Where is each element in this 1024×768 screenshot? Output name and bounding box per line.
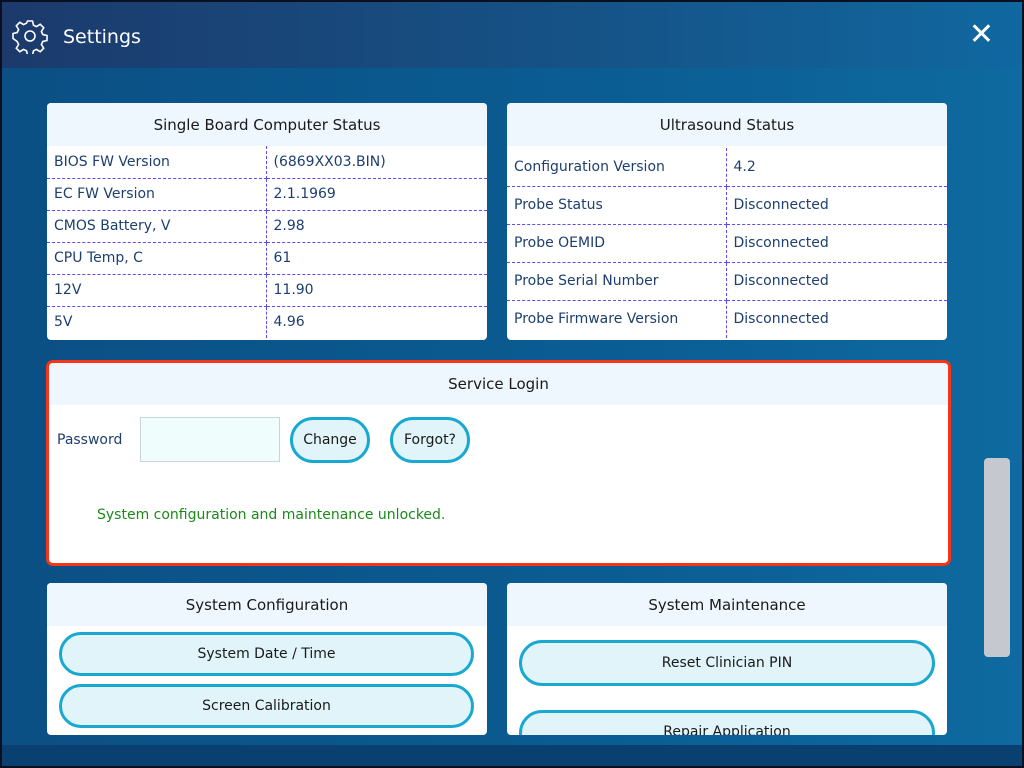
table-row: Probe Firmware Version Disconnected [507, 300, 947, 338]
card-title: System Maintenance [507, 583, 947, 626]
row-value: Disconnected [733, 311, 829, 328]
card-title: Ultrasound Status [507, 103, 947, 146]
system-maintenance-card: System Maintenance Reset Clinician PIN R… [507, 583, 947, 735]
table-row: Configuration Version 4.2 [507, 148, 947, 187]
row-value: 2.1.1969 [266, 178, 487, 211]
ultrasound-status-table: Configuration Version 4.2 Probe Status Disc… [507, 148, 947, 338]
bottom-band [2, 745, 1022, 766]
row-label: Probe Serial Number [507, 262, 727, 301]
row-label: EC FW Version [47, 178, 267, 211]
sbc-status-card: Single Board Computer Status BIOS FW Ver… [47, 103, 487, 340]
ultrasound-status-card: Ultrasound Status Configuration Version 4… [507, 103, 947, 340]
table-row: 12V 11.90 [47, 274, 487, 307]
row-value: 61 [266, 242, 487, 275]
row-value: 2.98 [266, 210, 487, 243]
scrollbar-thumb[interactable] [984, 458, 1010, 657]
password-input[interactable] [140, 417, 280, 462]
row-label: Probe OEMID [507, 224, 727, 263]
table-row: Probe Serial Number Disconnected [507, 262, 947, 301]
header-bar: Settings ✕ [2, 2, 1022, 68]
row-value: 11.90 [266, 274, 487, 307]
system-configuration-card: System Configuration System Date / Time … [47, 583, 487, 735]
table-row: Probe Status Disconnected [507, 186, 947, 225]
table-row: 5V 4.96 [47, 306, 487, 338]
system-date-time-button[interactable]: System Date / Time [59, 632, 474, 676]
row-value: 4.2 [726, 148, 947, 187]
service-login-card: Service Login Password Change Forgot? Sy… [46, 360, 951, 566]
row-label: CMOS Battery, V [47, 210, 267, 243]
page-title: Settings [63, 26, 141, 48]
row-label: 5V [47, 306, 267, 338]
row-label: Probe Status [507, 186, 727, 225]
table-row: EC FW Version 2.1.1969 [47, 178, 487, 211]
card-title: System Configuration [47, 583, 487, 626]
row-label: CPU Temp, C [47, 242, 267, 275]
table-row: Probe OEMID Disconnected [507, 224, 947, 263]
screen-calibration-button[interactable]: Screen Calibration [59, 684, 474, 728]
password-label: Password [57, 432, 123, 448]
table-row: CMOS Battery, V 2.98 [47, 210, 487, 243]
table-row: CPU Temp, C 61 [47, 242, 487, 275]
row-label: BIOS FW Version [47, 146, 267, 179]
row-label: 12V [47, 274, 267, 307]
row-value: Disconnected [726, 224, 947, 263]
table-row: BIOS FW Version (6869XX03.BIN) [47, 146, 487, 179]
reset-clinician-pin-button[interactable]: Reset Clinician PIN [519, 640, 935, 686]
gear-icon [12, 20, 48, 54]
login-status-message: System configuration and maintenance unl… [97, 507, 446, 523]
row-label: Probe Firmware Version [507, 300, 727, 338]
repair-application-button[interactable]: Repair Application [519, 710, 935, 735]
change-button[interactable]: Change [290, 417, 370, 463]
sbc-status-table: BIOS FW Version (6869XX03.BIN) EC FW Versi… [47, 146, 487, 338]
row-value: Disconnected [726, 262, 947, 301]
row-value: Disconnected [726, 186, 947, 225]
forgot-button[interactable]: Forgot? [390, 417, 470, 463]
card-title: Single Board Computer Status [47, 103, 487, 146]
card-title: Service Login [49, 363, 948, 405]
row-value: (6869XX03.BIN) [266, 146, 487, 179]
close-button[interactable]: ✕ [968, 17, 994, 52]
row-value: 4.96 [273, 314, 305, 331]
row-label: Configuration Version [507, 148, 727, 187]
